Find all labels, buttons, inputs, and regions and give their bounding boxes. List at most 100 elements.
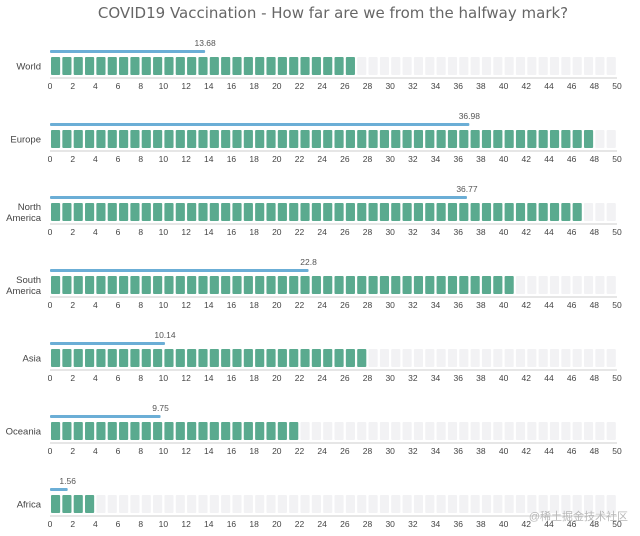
filled-block	[289, 57, 299, 75]
filled-block	[334, 349, 344, 367]
filled-block	[357, 276, 367, 294]
x-tick-label: 2	[70, 373, 75, 383]
filled-block	[289, 276, 299, 294]
filled-block	[402, 276, 412, 294]
x-tick-label: 22	[295, 519, 305, 529]
value-bar	[50, 415, 161, 418]
x-tick-label: 0	[48, 227, 53, 237]
x-tick-label: 34	[431, 373, 441, 383]
x-tick-label: 14	[204, 519, 214, 529]
x-tick-label: 46	[567, 519, 577, 529]
empty-block	[459, 422, 469, 440]
filled-block	[345, 130, 355, 148]
x-tick-label: 16	[227, 154, 237, 164]
filled-block	[561, 130, 571, 148]
empty-block	[221, 495, 231, 513]
empty-block	[368, 422, 378, 440]
x-tick-label: 40	[499, 446, 509, 456]
x-tick-label: 24	[317, 519, 327, 529]
filled-block	[96, 422, 106, 440]
filled-block	[141, 422, 151, 440]
filled-block	[255, 130, 265, 148]
empty-block	[96, 495, 106, 513]
filled-block	[187, 349, 197, 367]
empty-block	[447, 349, 458, 367]
filled-block	[379, 276, 389, 294]
filled-block	[391, 203, 401, 221]
x-tick-label: 18	[249, 446, 259, 456]
empty-block	[549, 57, 560, 75]
filled-block	[141, 349, 151, 367]
x-tick-label: 36	[454, 373, 464, 383]
x-tick-label: 22	[295, 154, 305, 164]
x-tick-label: 48	[590, 519, 600, 529]
filled-block	[187, 276, 197, 294]
filled-block	[73, 57, 83, 75]
empty-block	[470, 349, 480, 367]
filled-block	[73, 130, 83, 148]
filled-block	[107, 57, 117, 75]
filled-block	[549, 203, 560, 221]
filled-block	[85, 276, 95, 294]
filled-block	[198, 422, 208, 440]
empty-block	[481, 349, 492, 367]
filled-block	[459, 276, 469, 294]
x-tick-label: 42	[522, 227, 532, 237]
filled-block	[153, 276, 163, 294]
empty-block	[425, 349, 435, 367]
filled-block	[209, 276, 219, 294]
filled-block	[209, 349, 219, 367]
empty-block	[538, 349, 548, 367]
filled-block	[515, 130, 526, 148]
value-bar	[50, 123, 470, 126]
empty-block	[311, 495, 321, 513]
x-tick-label: 34	[431, 81, 441, 91]
empty-block	[606, 57, 616, 75]
empty-block	[459, 57, 469, 75]
filled-block	[51, 276, 61, 294]
empty-block	[481, 57, 492, 75]
filled-block	[209, 203, 219, 221]
filled-block	[323, 276, 333, 294]
watermark: @稀土掘金技术社区	[529, 509, 628, 523]
x-tick-label: 36	[454, 519, 464, 529]
filled-block	[198, 57, 208, 75]
x-tick-label: 28	[363, 300, 373, 310]
filled-block	[323, 57, 333, 75]
empty-block	[345, 422, 355, 440]
x-tick-label: 18	[249, 300, 259, 310]
filled-block	[368, 130, 378, 148]
empty-block	[368, 495, 378, 513]
chart-panels: 13.680 2 4 6 8 10 12 14 16 18 20 22 24 26 28 30 32 34 36 38…	[6, 38, 622, 529]
x-tick-label: 2	[70, 519, 75, 529]
empty-block	[425, 422, 435, 440]
x-tick-label: 44	[544, 446, 554, 456]
value-bar	[50, 50, 206, 53]
empty-block	[549, 495, 560, 513]
x-tick-label: 12	[181, 446, 191, 456]
x-tick-label: 4	[93, 446, 98, 456]
filled-block	[243, 130, 253, 148]
x-tick-label: 6	[116, 446, 121, 456]
filled-block	[447, 276, 458, 294]
empty-block	[583, 349, 594, 367]
x-tick-label: 16	[227, 81, 237, 91]
filled-block	[187, 203, 197, 221]
x-tick-label: 22	[295, 300, 305, 310]
x-tick-label: 0	[48, 81, 53, 91]
x-tick-label: 6	[116, 227, 121, 237]
filled-block	[300, 203, 310, 221]
filled-block	[255, 422, 265, 440]
filled-block	[255, 203, 265, 221]
x-tick-label: 24	[317, 227, 327, 237]
empty-block	[583, 57, 594, 75]
x-tick-label: 14	[204, 154, 214, 164]
x-tick-label: 10	[159, 154, 169, 164]
empty-block	[391, 57, 401, 75]
x-tick-label: 10	[159, 519, 169, 529]
chart-title: COVID19 Vaccination - How far are we fro…	[98, 4, 568, 22]
x-tick-label: 46	[567, 227, 577, 237]
filled-block	[221, 57, 231, 75]
filled-block	[85, 203, 95, 221]
